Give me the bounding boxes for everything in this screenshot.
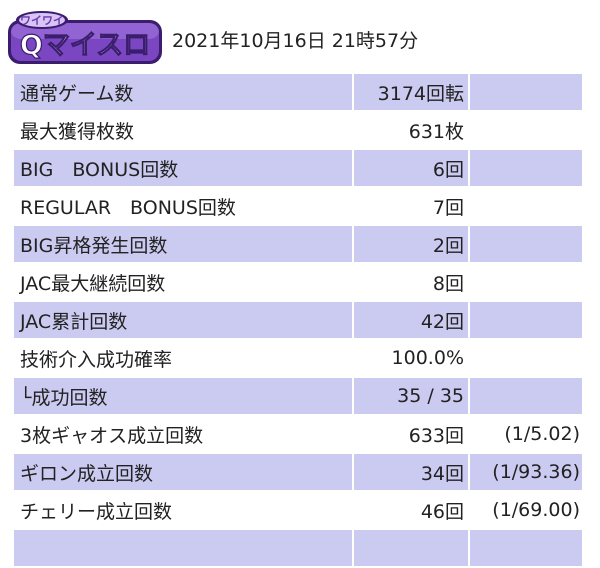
column-divider [468,492,470,528]
row-ratio [470,74,582,110]
row-ratio [470,340,582,376]
table-row: BIG BONUS回数 6回 [14,150,582,186]
row-label: チェリー成立回数 [20,500,173,523]
table-row: JAC最大継続回数 8回 [14,264,582,300]
row-value: 8回 [432,272,464,295]
row-value: 2回 [354,226,468,262]
row-value: 42回 [354,302,468,338]
table-row: 最大獲得枚数 631枚 [14,112,582,148]
row-value [354,530,468,566]
data-timestamp: 2021年10月16日 21時57分 [172,30,419,52]
row-ratio [470,378,582,414]
page-header: ワイワイ Qマイスロ 2021年10月16日 21時57分 [0,0,600,70]
column-divider [352,112,354,148]
column-divider [468,188,470,224]
row-label: 最大獲得枚数 [20,120,135,143]
row-label [14,530,352,566]
row-ratio [470,264,582,300]
column-divider [468,454,470,490]
column-divider [468,264,470,300]
table-row: REGULAR BONUS回数 7回 [14,188,582,224]
row-label: └成功回数 [14,378,352,414]
column-divider [352,150,354,186]
row-ratio [470,188,582,224]
table-row: └成功回数 35 / 35 [14,378,582,414]
logo-main-text: Qマイスロ [20,30,150,61]
row-value: 6回 [354,150,468,186]
column-divider [468,416,470,452]
row-ratio: (1/5.02) [504,423,580,445]
column-divider [352,302,354,338]
column-divider [352,378,354,414]
logo-sub-text: ワイワイ [20,14,64,27]
column-divider [352,264,354,300]
row-label: 通常ゲーム数 [14,74,352,110]
row-label: REGULAR BONUS回数 [20,196,236,219]
row-ratio [470,530,582,566]
table-row: ギロン成立回数 34回 (1/93.36) [14,454,582,490]
column-divider [468,378,470,414]
row-ratio: (1/69.00) [492,499,580,521]
row-ratio [470,302,582,338]
row-value: 46回 [420,500,464,523]
column-divider [352,454,354,490]
column-divider [352,74,354,110]
row-label: BIG昇格発生回数 [14,226,352,262]
column-divider [468,302,470,338]
row-ratio [470,226,582,262]
table-row: BIG昇格発生回数 2回 [14,226,582,262]
row-label: JAC累計回数 [14,302,352,338]
column-divider [352,492,354,528]
row-value: 100.0% [391,347,464,369]
row-label: 3枚ギャオス成立回数 [20,424,204,447]
column-divider [468,74,470,110]
row-value: 3174回転 [354,74,468,110]
row-value: 35 / 35 [354,378,468,414]
table-row: JAC累計回数 42回 [14,302,582,338]
row-value: 34回 [354,454,468,490]
column-divider [468,226,470,262]
row-ratio: (1/93.36) [470,454,582,490]
column-divider [468,530,470,566]
play-data-table: 通常ゲーム数 3174回転 最大獲得枚数 631枚 BIG BONUS回数 6回 REGUL… [14,72,582,568]
row-value: 633回 [408,424,464,447]
column-divider [352,226,354,262]
row-ratio [470,150,582,186]
q-maisuro-logo[interactable]: ワイワイ Qマイスロ [6,10,164,66]
column-divider [352,416,354,452]
column-divider [468,150,470,186]
row-value: 7回 [432,196,464,219]
row-value: 631枚 [408,120,464,143]
row-label: BIG BONUS回数 [14,150,352,186]
row-label: ギロン成立回数 [14,454,352,490]
row-ratio [470,112,582,148]
column-divider [468,112,470,148]
row-label: JAC最大継続回数 [20,272,166,295]
table-row: 3枚ギャオス成立回数 633回 (1/5.02) [14,416,582,452]
table-row: チェリー成立回数 46回 (1/69.00) [14,492,582,528]
column-divider [352,188,354,224]
table-row: 通常ゲーム数 3174回転 [14,74,582,110]
column-divider [352,530,354,566]
row-label: 技術介入成功確率 [20,348,173,371]
column-divider [468,340,470,376]
table-row: 技術介入成功確率 100.0% [14,340,582,376]
column-divider [352,340,354,376]
table-row [14,530,582,566]
